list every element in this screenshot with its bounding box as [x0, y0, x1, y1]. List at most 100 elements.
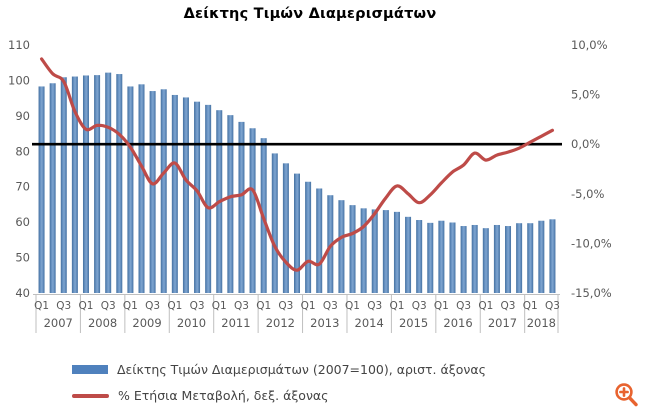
year-label: 2016 — [443, 316, 472, 330]
x-axis: Q1 Q3 Q1 Q3 Q1 Q3 Q1 Q3 Q1 Q3 Q1 Q3 Q1 Q3 Q1 Q3 Q1 Q3 Q1 Q3… — [33, 294, 560, 333]
chart-svg: 110 100 90 80 70 60 50 40 10,0% 5,0% 0,0% -5,0% -10… — [8, 38, 612, 333]
left-axis: 110 100 90 80 70 60 50 40 — [8, 38, 30, 300]
bar — [49, 83, 56, 294]
bar — [471, 224, 478, 293]
left-axis-tick-label: 110 — [8, 38, 30, 52]
right-axis: 10,0% 5,0% 0,0% -5,0% -10,0% -15,0% — [571, 38, 612, 300]
legend-item-yoy: % Ετήσια Μεταβολή, δεξ. άξονας — [72, 386, 486, 405]
quarter-tick-label: Q3 — [145, 300, 160, 312]
bar — [305, 181, 312, 293]
quarter-tick-label: Q1 — [345, 300, 360, 312]
quarter-tick-label: Q1 — [523, 300, 538, 312]
year-label: 2014 — [355, 316, 384, 330]
quarter-tick-label: Q1 — [212, 300, 227, 312]
bar-series-swatch-icon — [72, 365, 108, 374]
bar — [505, 226, 512, 293]
bar — [182, 97, 189, 293]
quarter-tick-label: Q3 — [367, 300, 382, 312]
quarter-tick-label: Q3 — [545, 300, 560, 312]
right-axis-tick-label: -10,0% — [571, 236, 612, 250]
bar — [249, 128, 256, 293]
yoy-line-path — [40, 57, 554, 272]
bar — [105, 72, 112, 294]
bar — [116, 74, 123, 294]
bar — [382, 210, 389, 293]
year-label: 2011 — [221, 316, 250, 330]
quarter-tick-label: Q1 — [478, 300, 493, 312]
bar — [516, 223, 523, 293]
yoy-line — [40, 57, 554, 272]
right-axis-tick-label: -15,0% — [571, 286, 612, 300]
quarter-tick-label: Q3 — [278, 300, 293, 312]
bar — [349, 205, 356, 293]
bar — [416, 220, 423, 293]
bar — [482, 228, 489, 293]
bar — [227, 115, 234, 293]
chart-legend: Δείκτης Τιμών Διαμερισμάτων (2007=100), … — [72, 360, 486, 405]
quarter-tick-label: Q1 — [34, 300, 49, 312]
bar — [149, 91, 156, 293]
quarter-tick-label: Q3 — [501, 300, 516, 312]
year-label: 2008 — [88, 316, 117, 330]
right-axis-tick-label: -5,0% — [571, 187, 604, 201]
year-label: 2015 — [399, 316, 428, 330]
quarter-tick-label: Q1 — [79, 300, 94, 312]
bar — [427, 222, 434, 293]
quarter-tick-label: Q1 — [123, 300, 138, 312]
quarter-tick-label: Q1 — [167, 300, 182, 312]
year-label: 2017 — [488, 316, 517, 330]
bar — [127, 86, 134, 293]
year-label: 2007 — [44, 316, 73, 330]
left-axis-tick-label: 100 — [8, 73, 30, 87]
bar — [271, 153, 278, 293]
left-axis-tick-label: 90 — [15, 109, 30, 123]
left-axis-tick-label: 60 — [15, 215, 30, 229]
quarter-tick-label: Q3 — [412, 300, 427, 312]
bar — [393, 211, 400, 293]
quarter-tick-label: Q1 — [389, 300, 404, 312]
bar — [360, 208, 367, 293]
quarter-tick-label: Q3 — [190, 300, 205, 312]
bar — [205, 104, 212, 293]
right-axis-tick-label: 0,0% — [571, 137, 600, 151]
left-axis-tick-label: 40 — [15, 286, 30, 300]
bar — [549, 219, 556, 293]
right-axis-tick-label: 10,0% — [571, 38, 608, 52]
bar — [38, 86, 45, 293]
year-label: 2013 — [310, 316, 339, 330]
bar — [538, 220, 545, 293]
bar — [460, 226, 467, 293]
year-label: 2009 — [132, 316, 161, 330]
bar — [338, 200, 345, 293]
zoom-in-icon[interactable] — [611, 380, 641, 412]
quarter-tick-label: Q3 — [101, 300, 116, 312]
quarter-tick-label: Q1 — [434, 300, 449, 312]
left-axis-tick-label: 70 — [15, 180, 30, 194]
bars-series — [38, 72, 556, 294]
legend-item-index: Δείκτης Τιμών Διαμερισμάτων (2007=100), … — [72, 360, 486, 379]
year-label: 2012 — [266, 316, 295, 330]
bar — [449, 222, 456, 293]
quarter-tick-label: Q3 — [56, 300, 71, 312]
bar — [371, 209, 378, 293]
line-series-swatch-icon — [72, 393, 109, 398]
bar — [82, 75, 89, 294]
year-label: 2010 — [177, 316, 206, 330]
quarter-tick-label: Q1 — [301, 300, 316, 312]
legend-label-index: Δείκτης Τιμών Διαμερισμάτων (2007=100), … — [117, 362, 486, 377]
left-axis-tick-label: 50 — [15, 251, 30, 265]
bar — [405, 216, 412, 293]
bar — [238, 121, 245, 293]
year-label: 2018 — [527, 316, 556, 330]
left-axis-tick-label: 80 — [15, 144, 30, 158]
legend-label-yoy: % Ετήσια Μεταβολή, δεξ. άξονας — [118, 388, 329, 403]
bar — [71, 76, 78, 293]
bar — [438, 220, 445, 293]
bar — [282, 163, 289, 293]
quarter-tick-label: Q1 — [256, 300, 271, 312]
quarter-tick-label: Q3 — [456, 300, 471, 312]
bar — [316, 188, 323, 293]
bar — [60, 77, 67, 294]
chart-title: Δείκτης Τιμών Διαμερισμάτων — [183, 6, 437, 22]
